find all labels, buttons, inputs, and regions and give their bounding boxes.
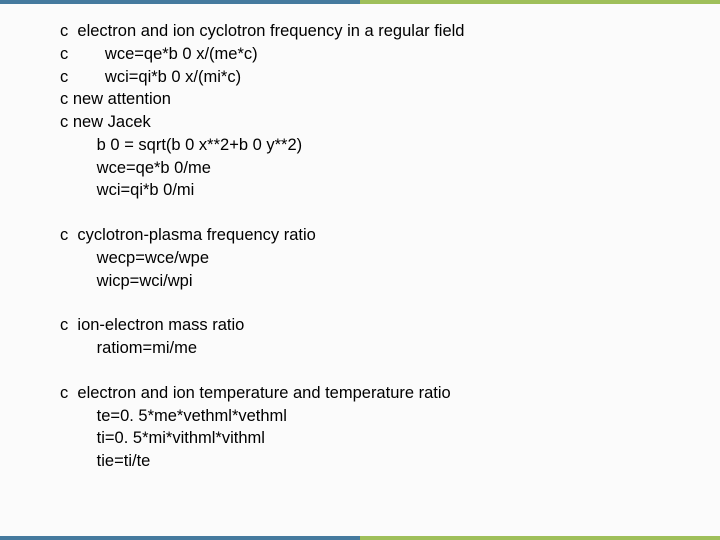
code-line: c new Jacek: [60, 111, 680, 134]
block-gap: [60, 202, 680, 224]
block-gap: [60, 292, 680, 314]
code-line: c wce=qe*b 0 x/(me*c): [60, 43, 680, 66]
code-line: wce=qe*b 0/me: [60, 157, 680, 180]
code-line: c ion-electron mass ratio: [60, 314, 680, 337]
accent-seg-a: [0, 536, 360, 540]
accent-seg-a: [0, 0, 360, 4]
code-line: te=0. 5*me*vethml*vethml: [60, 405, 680, 428]
code-line: wci=qi*b 0/mi: [60, 179, 680, 202]
slide: c electron and ion cyclotron frequency i…: [0, 0, 720, 540]
accent-seg-b: [360, 536, 720, 540]
code-line: wicp=wci/wpi: [60, 270, 680, 293]
code-line: c electron and ion cyclotron frequency i…: [60, 20, 680, 43]
code-line: c electron and ion temperature and tempe…: [60, 382, 680, 405]
block-gap: [60, 360, 680, 382]
bottom-accent-border: [0, 536, 720, 540]
code-line: tie=ti/te: [60, 450, 680, 473]
code-line: c new attention: [60, 88, 680, 111]
accent-seg-b: [360, 0, 720, 4]
code-line: b 0 = sqrt(b 0 x**2+b 0 y**2): [60, 134, 680, 157]
code-line: c cyclotron-plasma frequency ratio: [60, 224, 680, 247]
code-line: ti=0. 5*mi*vithml*vithml: [60, 427, 680, 450]
code-line: ratiom=mi/me: [60, 337, 680, 360]
code-content: c electron and ion cyclotron frequency i…: [60, 20, 680, 473]
top-accent-border: [0, 0, 720, 4]
code-line: c wci=qi*b 0 x/(mi*c): [60, 66, 680, 89]
code-line: wecp=wce/wpe: [60, 247, 680, 270]
